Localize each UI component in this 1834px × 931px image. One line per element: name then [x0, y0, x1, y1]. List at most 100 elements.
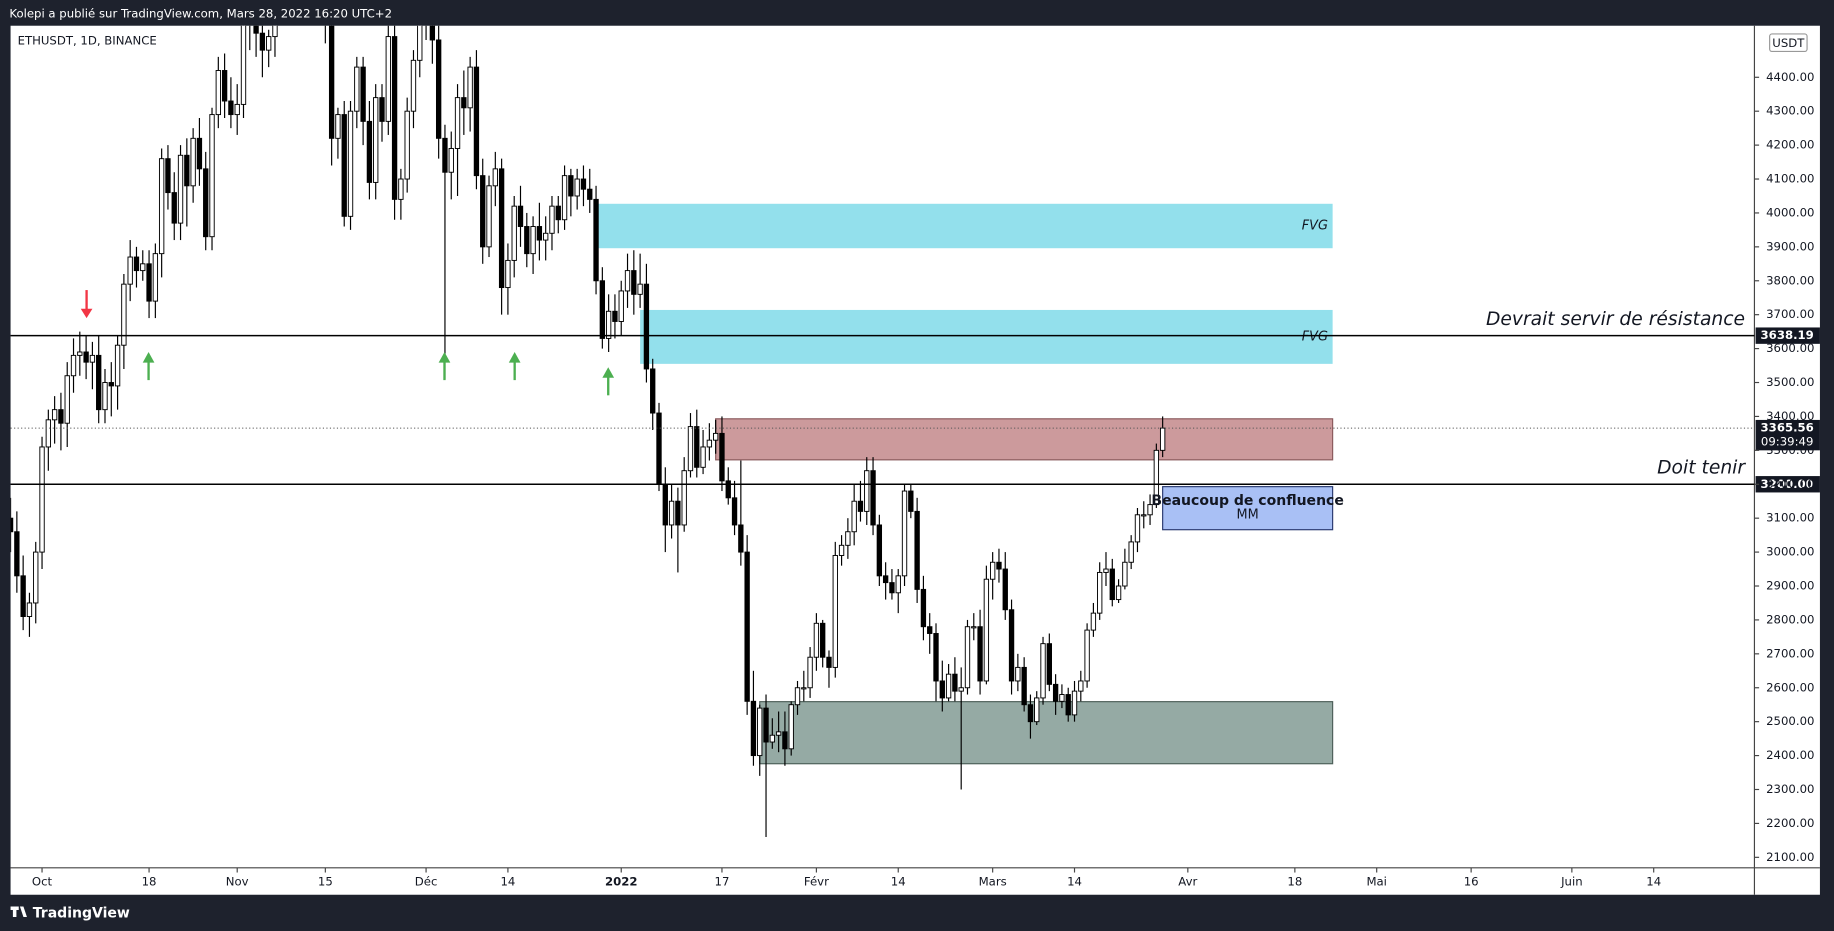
symbol-title: ETHUSDT, 1D, BINANCE	[18, 33, 157, 47]
candle-body	[1046, 643, 1053, 685]
candle-body	[775, 731, 782, 736]
candle-body	[901, 490, 908, 577]
candle-body	[454, 97, 461, 149]
y-tick-label: 3500.00	[1766, 375, 1814, 389]
candle-body	[108, 382, 114, 387]
candle-body	[234, 103, 240, 116]
candle-body	[744, 551, 750, 702]
zone	[1162, 486, 1334, 531]
x-tick-label: Mai	[1366, 874, 1386, 888]
candle-body	[1027, 704, 1034, 723]
candle-body	[1103, 568, 1109, 573]
candle-body	[712, 432, 719, 441]
candle-body	[882, 575, 889, 584]
candle-body	[574, 178, 580, 197]
x-tick-label: Févr	[804, 874, 829, 888]
candle-body	[417, 25, 423, 61]
candle-body	[996, 561, 1002, 570]
candle-body	[335, 114, 341, 139]
candle-body	[140, 263, 146, 272]
x-tick-label: Juin	[1560, 874, 1583, 888]
candle-body	[1078, 680, 1084, 692]
candle-body	[738, 524, 744, 553]
zone-sublabel: MM	[1237, 508, 1259, 523]
y-tick-label: 2400.00	[1766, 748, 1814, 762]
price-tag	[1755, 327, 1820, 344]
candle-body	[1021, 666, 1027, 706]
candle-body	[1147, 504, 1153, 516]
candle-body	[89, 354, 96, 363]
candle-body	[675, 500, 681, 526]
zone	[596, 203, 1333, 249]
x-tick-label: Mars	[979, 874, 1007, 888]
candle-body	[410, 59, 417, 112]
candle-body	[1065, 694, 1071, 716]
candle-body	[177, 154, 184, 224]
candle-body	[794, 687, 801, 706]
candle-body	[1141, 514, 1147, 517]
candle-body	[731, 497, 738, 526]
price-tag-label: 3200.00	[1761, 477, 1814, 491]
candle-body	[618, 290, 624, 322]
y-tick-label: 2600.00	[1766, 680, 1814, 694]
candle-body	[631, 270, 637, 295]
candle-body	[33, 551, 39, 604]
x-tick-label: 14	[1646, 874, 1661, 888]
candle-body	[158, 158, 165, 255]
candle-body	[272, 25, 278, 38]
candle-body	[750, 700, 757, 757]
candle-body	[908, 490, 914, 512]
candle-body	[933, 633, 939, 682]
y-tick-label: 3200.00	[1766, 477, 1814, 491]
y-tick-label: 4200.00	[1766, 138, 1814, 152]
y-tick-label: 3300.00	[1766, 443, 1814, 457]
x-tick-label: 17	[715, 874, 730, 888]
candle-body	[26, 602, 33, 617]
arrow-up	[142, 352, 615, 396]
x-tick-label: 15	[318, 874, 333, 888]
candle-body	[96, 354, 102, 411]
y-tick-label: 3700.00	[1766, 307, 1814, 321]
candle-body	[1052, 683, 1059, 702]
candle-body	[580, 178, 587, 190]
candle-body	[719, 432, 725, 482]
candle-body	[498, 168, 505, 289]
x-tick-label: 18	[1287, 874, 1302, 888]
candle-body	[587, 188, 593, 200]
x-tick-label: 14	[891, 874, 906, 888]
zone	[640, 309, 1333, 364]
candle-body	[253, 25, 259, 34]
candle-body	[593, 198, 599, 282]
candle-body	[385, 36, 391, 122]
candle-body	[681, 470, 687, 526]
candle-body	[366, 120, 373, 183]
candle-body	[511, 205, 517, 261]
candle-body	[668, 500, 675, 526]
candle-body	[763, 707, 769, 743]
candle-body	[650, 368, 656, 414]
candle-body	[662, 483, 668, 526]
countdown: 09:39:49	[1761, 435, 1814, 449]
candle-body	[549, 205, 555, 234]
candle-body	[1059, 694, 1065, 702]
x-tick-label: Oct	[32, 874, 53, 888]
candle-body	[927, 626, 933, 634]
candle-body	[379, 97, 385, 122]
candle-body	[857, 500, 864, 512]
candle-body	[1071, 690, 1078, 716]
candle-body	[45, 419, 52, 448]
candle-body	[467, 66, 473, 109]
candle-body	[360, 66, 366, 122]
y-tick-label: 3900.00	[1766, 239, 1814, 253]
candle-body	[152, 253, 159, 302]
candle-body	[165, 158, 171, 194]
y-tick-label: 2200.00	[1766, 816, 1814, 830]
candle-body	[813, 622, 820, 658]
candle-body	[989, 561, 996, 580]
candle-body	[889, 582, 895, 594]
currency: USDT	[1772, 36, 1805, 50]
candle-body	[442, 137, 448, 173]
last-price-tag	[1755, 419, 1820, 451]
candle-body	[870, 470, 876, 526]
